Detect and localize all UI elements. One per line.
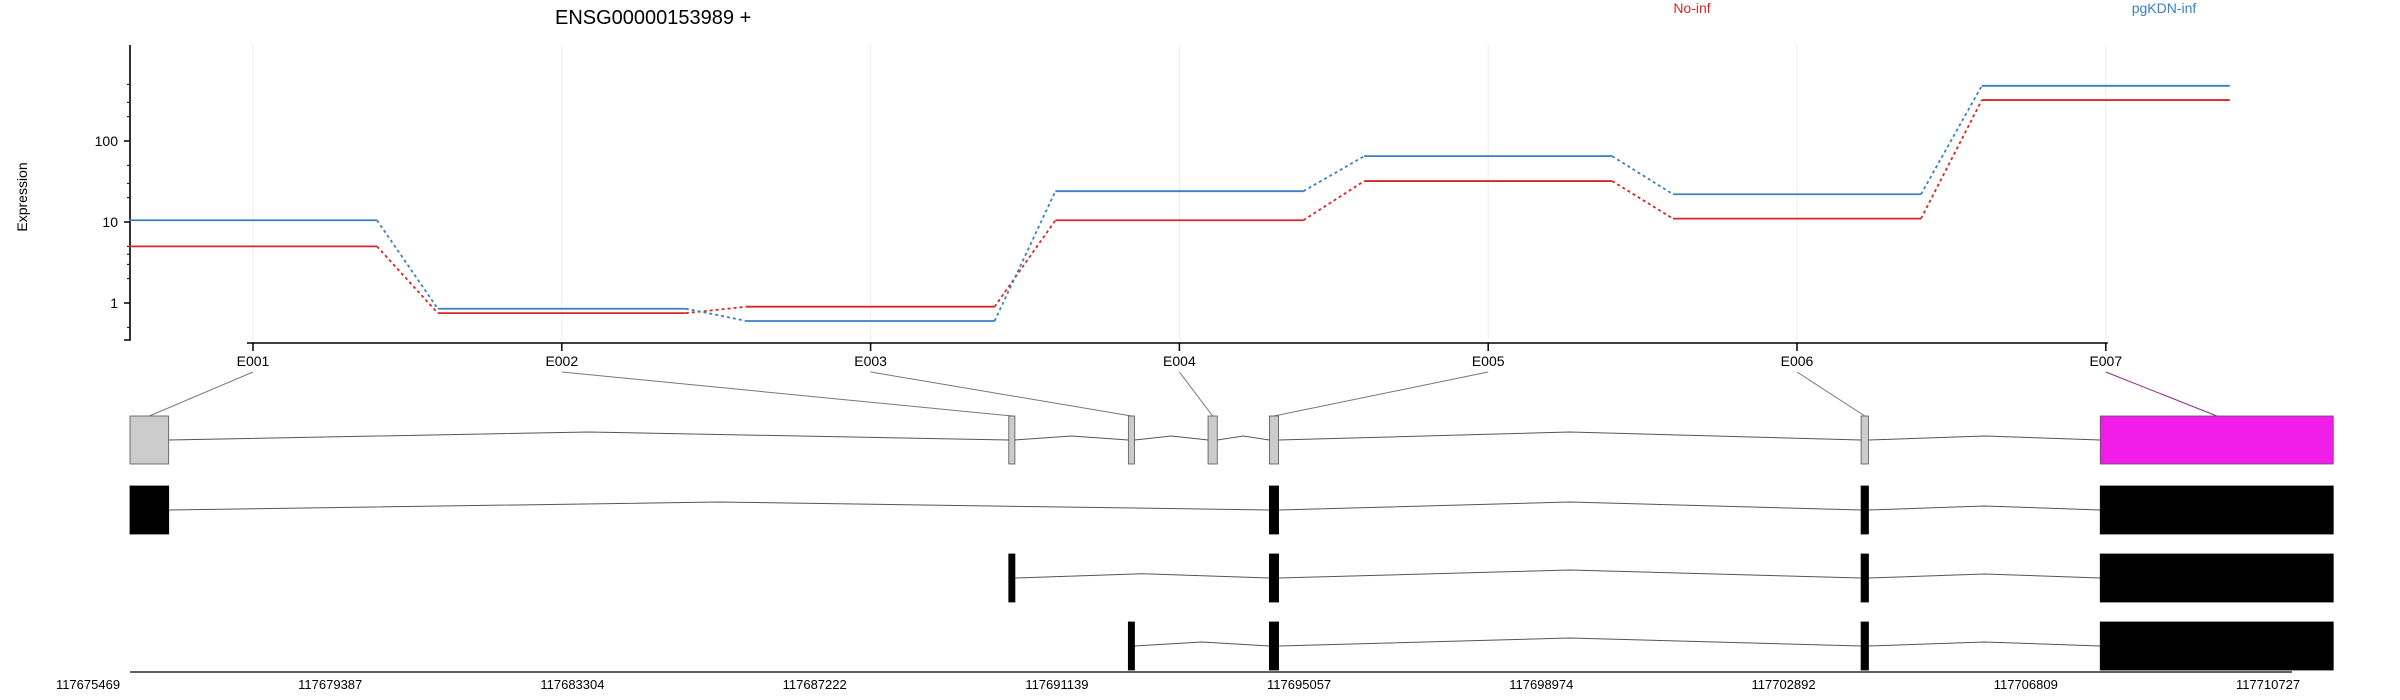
intron-line bbox=[1014, 435, 1129, 441]
intron-line bbox=[1278, 637, 1862, 647]
genomic-coordinate-axis: 117675469 117679387 117683304 117687222 1176… bbox=[56, 671, 2300, 692]
x-tick-label-e007: E007 bbox=[2089, 353, 2122, 369]
intron-line bbox=[1014, 573, 1270, 579]
exon-connector bbox=[561, 371, 1012, 417]
series-pgkdn-inf bbox=[129, 84, 2230, 322]
coordinate-tick-label: 117706809 bbox=[1994, 677, 2058, 692]
coordinate-tick-label: 117710727 bbox=[2236, 677, 2300, 692]
exon-block bbox=[1127, 621, 1135, 671]
intron-line bbox=[1868, 573, 2101, 579]
intron-line bbox=[1278, 431, 1862, 441]
exon-connector bbox=[1273, 371, 1489, 417]
coordinate-tick-label: 117698974 bbox=[1509, 677, 1573, 692]
exon-block bbox=[1127, 415, 1135, 465]
exon-block bbox=[1860, 553, 1869, 603]
exon-block bbox=[1008, 415, 1016, 465]
coordinate-tick-label: 117675469 bbox=[56, 677, 120, 692]
y-tick-label: 1 bbox=[110, 295, 118, 311]
exon-connector bbox=[149, 371, 254, 417]
exon-block bbox=[1207, 415, 1218, 465]
series-connector bbox=[993, 190, 1057, 322]
x-tick-label-e001: E001 bbox=[237, 353, 270, 369]
series-connector bbox=[376, 245, 439, 314]
transcript-track-1 bbox=[129, 485, 2334, 535]
intron-line bbox=[1868, 435, 2101, 441]
exon-union-track bbox=[129, 415, 2334, 465]
series-connector bbox=[993, 219, 1057, 308]
exon-connector bbox=[870, 371, 1132, 417]
exon-block bbox=[1860, 485, 1869, 535]
series-connector bbox=[685, 307, 747, 322]
series-connector bbox=[1611, 180, 1674, 220]
coordinate-tick-label: 117695057 bbox=[1267, 677, 1331, 692]
coordinate-tick-label: 117679387 bbox=[298, 677, 362, 692]
x-tick-label-e006: E006 bbox=[1781, 353, 1814, 369]
plot-gridlines bbox=[252, 45, 2107, 340]
exon-block bbox=[129, 485, 170, 535]
exon-block bbox=[2099, 621, 2334, 671]
exon-block bbox=[1268, 485, 1279, 535]
exon-block bbox=[1860, 415, 1869, 465]
intron-line bbox=[1868, 641, 2101, 647]
legend-label-no-inf: No-inf bbox=[1673, 0, 1710, 16]
y-tick-label: 100 bbox=[95, 133, 119, 149]
exon-block bbox=[1268, 621, 1279, 671]
intron-line bbox=[1134, 435, 1209, 441]
intron-line bbox=[168, 431, 1009, 441]
exon-block bbox=[1268, 415, 1279, 465]
exon-block bbox=[1268, 553, 1279, 603]
exon-block bbox=[1008, 553, 1016, 603]
gene-model bbox=[129, 415, 2334, 671]
transcript-track-2 bbox=[1008, 553, 2334, 603]
exon-block bbox=[2099, 485, 2334, 535]
series-connector bbox=[1920, 99, 1983, 220]
x-tick-label-e003: E003 bbox=[854, 353, 887, 369]
intron-line bbox=[1217, 435, 1270, 441]
exon-block bbox=[2099, 415, 2334, 465]
exon-connector bbox=[1796, 371, 1866, 417]
coordinate-tick-label: 117691139 bbox=[1025, 677, 1088, 692]
series-connector bbox=[685, 305, 747, 315]
y-axis-label: Expression bbox=[14, 162, 30, 231]
exon-block bbox=[129, 415, 170, 465]
exon-block bbox=[1860, 621, 1869, 671]
intron-line bbox=[1278, 501, 1862, 511]
x-tick-label-e002: E002 bbox=[545, 353, 578, 369]
chart-title: ENSG00000153989 + bbox=[555, 7, 751, 29]
coordinate-tick-label: 117683304 bbox=[540, 677, 604, 692]
coordinate-tick-label: 117687222 bbox=[783, 677, 847, 692]
legend-label-pgkdn-inf: pgKDN-inf bbox=[2132, 0, 2197, 16]
series-connector bbox=[376, 219, 439, 310]
series-connector bbox=[1302, 180, 1365, 222]
exon-connectors bbox=[149, 371, 2217, 417]
series-connector bbox=[1920, 85, 1983, 195]
x-tick-label-e005: E005 bbox=[1472, 353, 1505, 369]
intron-line bbox=[1134, 641, 1270, 647]
y-tick-label: 10 bbox=[102, 214, 118, 230]
x-tick-label-e004: E004 bbox=[1163, 353, 1196, 369]
intron-line bbox=[1868, 505, 2101, 511]
exon-block bbox=[2099, 553, 2334, 603]
exon-connector bbox=[2105, 371, 2217, 417]
series-lines bbox=[129, 84, 2230, 322]
y-axis: 1 10 100 bbox=[95, 45, 131, 341]
exon-connector bbox=[1179, 371, 1214, 417]
intron-line bbox=[168, 501, 1270, 511]
series-connector bbox=[1611, 155, 1674, 196]
transcript-track-3 bbox=[1127, 621, 2334, 671]
intron-line bbox=[1278, 569, 1862, 579]
series-no-inf bbox=[129, 99, 2230, 315]
x-axis: E001 E002 E003 E004 E005 E006 E007 bbox=[237, 342, 2122, 369]
coordinate-tick-label: 117702892 bbox=[1752, 677, 1816, 692]
